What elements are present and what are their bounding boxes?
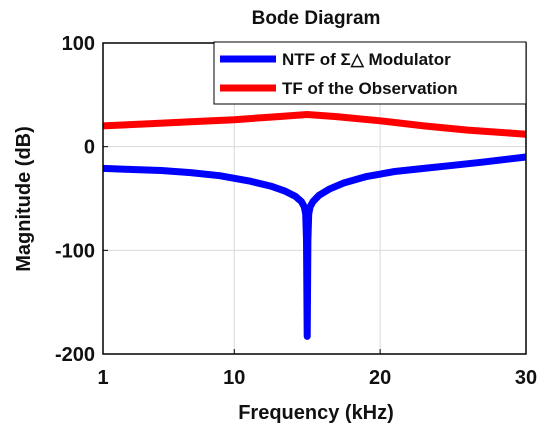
x-tick-label: 1 — [97, 367, 108, 389]
y-tick-label: -200 — [55, 344, 95, 366]
series-line-ntf — [102, 153, 527, 340]
y-ticks: 100 0 -100 -200 — [55, 33, 108, 366]
x-ticks: 1 10 20 30 — [97, 349, 537, 389]
x-tick-label: 30 — [515, 367, 537, 389]
y-axis-label: Magnitude (dB) — [13, 126, 35, 272]
legend-box — [213, 41, 527, 105]
y-tick-label: 100 — [62, 33, 95, 55]
legend: NTF of Σ△ Modulator TF of the Observatio… — [213, 41, 527, 105]
legend-label-ntf: NTF of Σ△ Modulator — [282, 50, 451, 69]
x-axis-label: Frequency (kHz) — [238, 402, 394, 424]
y-tick-label: 0 — [84, 137, 95, 159]
legend-label-tf: TF of the Observation — [282, 79, 458, 98]
chart-title: Bode Diagram — [252, 8, 381, 29]
series-line-tf — [102, 111, 527, 138]
series-layer — [102, 111, 527, 340]
x-tick-label: 20 — [369, 367, 391, 389]
y-tick-label: -100 — [55, 240, 95, 262]
x-tick-label: 10 — [223, 367, 245, 389]
